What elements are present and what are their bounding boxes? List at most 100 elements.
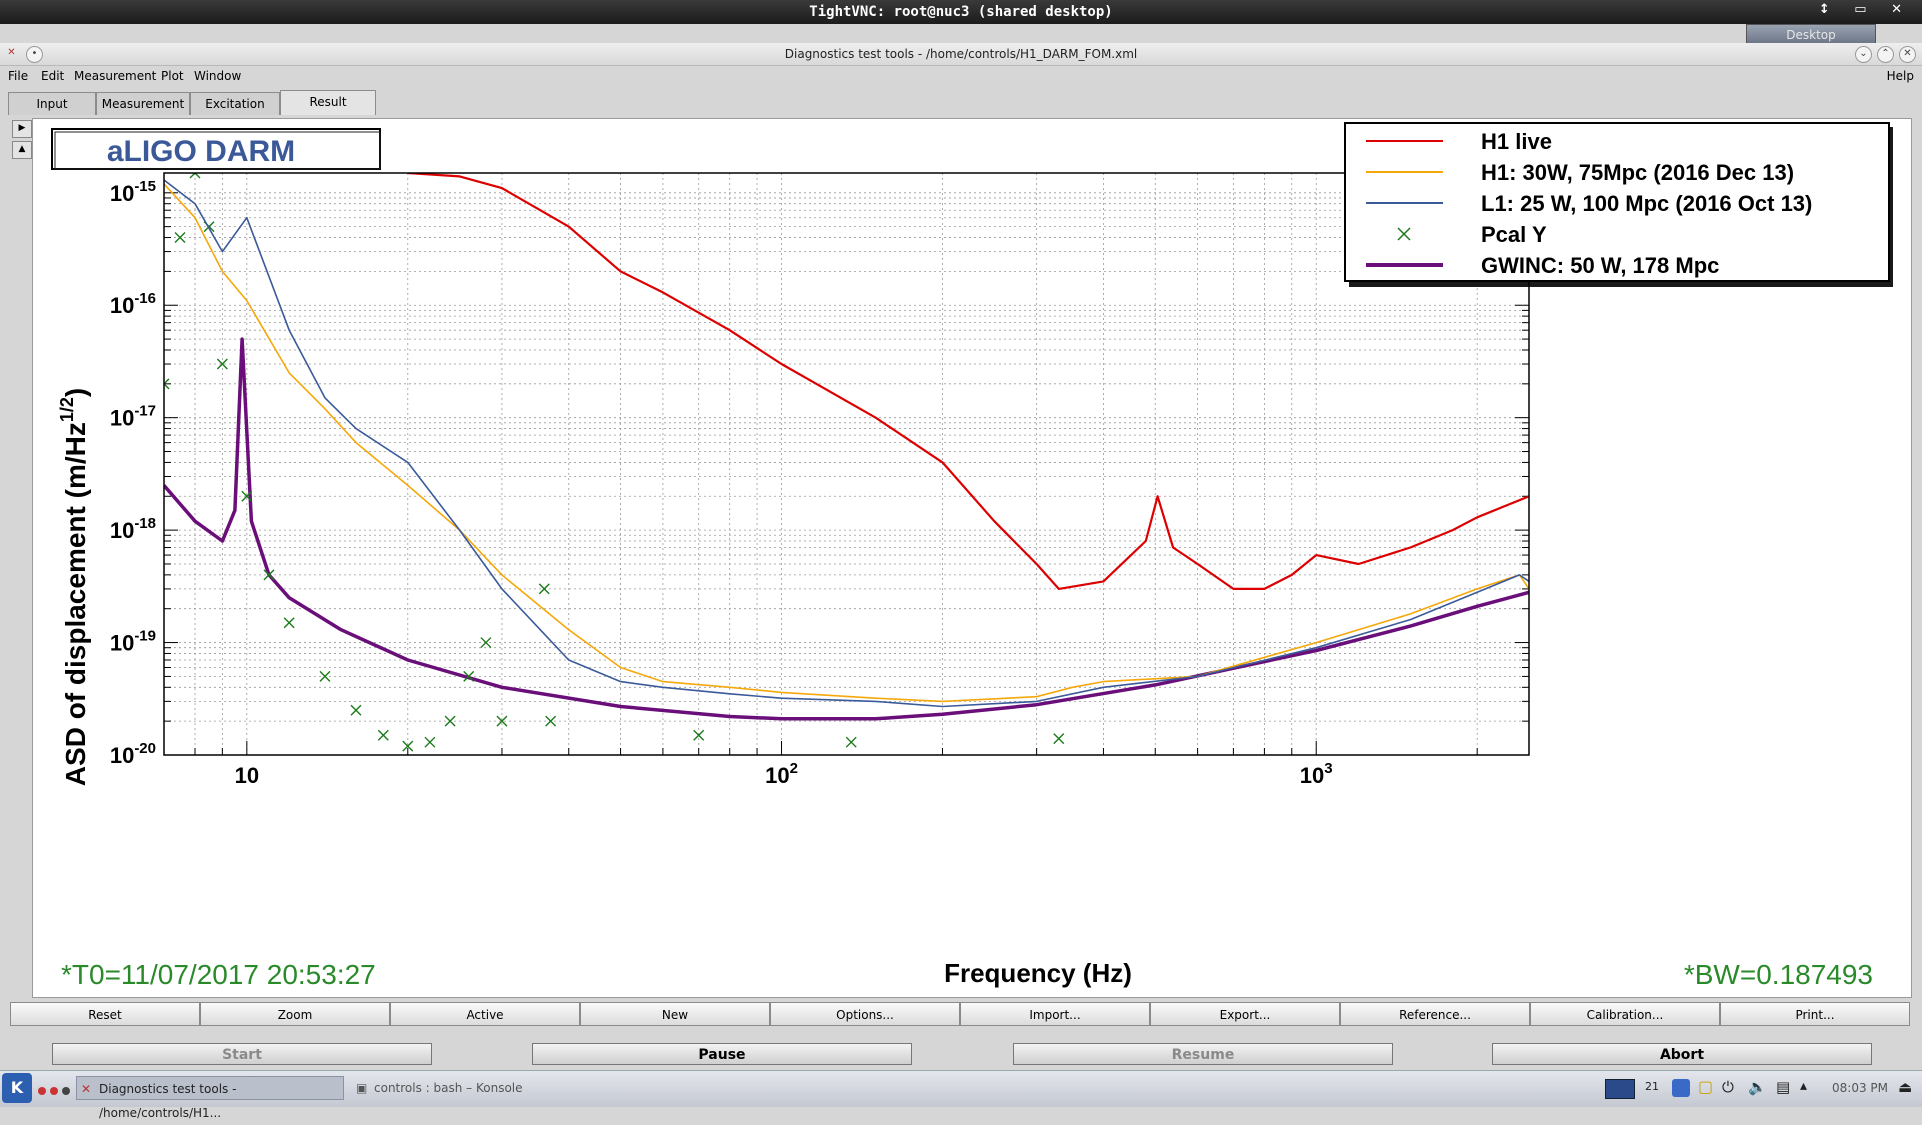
- menu-measurement[interactable]: Measurement: [74, 69, 157, 83]
- x-tick-label: 10: [235, 763, 259, 788]
- pcal-marker: [263, 569, 275, 581]
- legend-entry: Pcal Y: [1481, 222, 1547, 247]
- pcal-marker: [845, 736, 857, 748]
- start-button[interactable]: Start: [52, 1043, 432, 1065]
- kde-menu-icon[interactable]: K: [2, 1073, 32, 1103]
- clipboard-icon[interactable]: ▢: [1698, 1077, 1714, 1096]
- tab-excitation[interactable]: Excitation: [190, 92, 280, 115]
- menu-help[interactable]: Help: [1886, 69, 1914, 83]
- pcal-marker: [444, 715, 456, 727]
- side-scroll-arrows: ▶ ▲: [12, 120, 32, 162]
- y-tick-label: 10-15: [110, 178, 156, 206]
- maximize-icon[interactable]: ⌃: [1877, 46, 1894, 63]
- power-icon[interactable]: ⏻: [1722, 1078, 1734, 1096]
- y-tick-label: 10-20: [110, 740, 156, 768]
- pause-button[interactable]: Pause: [532, 1043, 912, 1065]
- series-gwinc-50-w-178-mpc: [164, 337, 1529, 721]
- app-title-bar: ✕ • Diagnostics test tools - /home/contr…: [0, 43, 1922, 66]
- devices-icon[interactable]: ▤: [1776, 1078, 1791, 1096]
- pcal-marker: [480, 637, 492, 649]
- lock-icon[interactable]: ⏏: [1898, 1078, 1913, 1096]
- menu-bar: File Edit Measurement Plot Window Help: [0, 66, 1922, 88]
- new-button[interactable]: New: [580, 1002, 770, 1026]
- volume-icon[interactable]: 🔈: [1748, 1078, 1767, 1096]
- resume-button[interactable]: Resume: [1013, 1043, 1393, 1065]
- calendar-day[interactable]: 21: [1645, 1080, 1659, 1093]
- pcal-marker: [538, 583, 550, 595]
- minimize-icon[interactable]: ⌄: [1855, 46, 1872, 63]
- close-icon[interactable]: ✕: [1899, 46, 1916, 63]
- tab-result[interactable]: Result: [280, 90, 376, 115]
- vnc-window-controls[interactable]: ↕ ▭ ✕: [1818, 2, 1912, 17]
- window-dots-icon[interactable]: [38, 1084, 70, 1098]
- legend-entry: GWINC: 50 W, 178 Mpc: [1481, 253, 1719, 278]
- display-icon[interactable]: [1605, 1079, 1635, 1099]
- tab-input[interactable]: Input: [8, 92, 96, 115]
- series-layer: [164, 173, 1529, 752]
- plot-canvas[interactable]: 10 102 103 10-15 10-16 10-17 10-18 10-19 10-20 …: [32, 118, 1912, 998]
- arrow-up-icon[interactable]: ▲: [12, 141, 32, 159]
- vnc-title: TightVNC: root@nuc3 (shared desktop): [809, 4, 1113, 20]
- reference-button[interactable]: Reference...: [1340, 1002, 1530, 1026]
- y-tick-labels: 10-15 10-16 10-17 10-18 10-19 10-20: [110, 178, 156, 768]
- vnc-title-bar: TightVNC: root@nuc3 (shared desktop) ↕ ▭…: [0, 0, 1922, 24]
- grid-layer: [163, 173, 1529, 756]
- legend-entry: H1 live: [1481, 129, 1552, 154]
- calibration-button[interactable]: Calibration...: [1530, 1002, 1720, 1026]
- pcal-marker: [1053, 733, 1065, 745]
- pcal-marker: [463, 670, 475, 682]
- print-button[interactable]: Print...: [1720, 1002, 1910, 1026]
- menu-plot[interactable]: Plot: [161, 69, 184, 83]
- pcal-marker: [545, 715, 557, 727]
- plot-title: aLIGO DARM: [107, 135, 295, 168]
- series-pcal-y: [164, 173, 1065, 752]
- menu-edit[interactable]: Edit: [41, 69, 65, 83]
- tray-arrow-icon[interactable]: ▴: [1800, 1078, 1808, 1094]
- pcal-marker: [402, 740, 414, 752]
- export-button[interactable]: Export...: [1150, 1002, 1340, 1026]
- arrow-right-icon[interactable]: ▶: [12, 120, 32, 138]
- menu-file[interactable]: File: [8, 69, 29, 83]
- bw-annotation: *BW=0.187493: [1684, 959, 1873, 990]
- task-konsole[interactable]: ▣ controls : bash – Konsole: [352, 1076, 572, 1100]
- options-button[interactable]: Options...: [770, 1002, 960, 1026]
- abort-button[interactable]: Abort: [1492, 1043, 1872, 1065]
- reset-button[interactable]: Reset: [10, 1002, 200, 1026]
- terminal-icon: ▣: [356, 1081, 368, 1095]
- y-tick-label: 10-19: [110, 628, 156, 656]
- menu-circle-icon[interactable]: •: [26, 46, 43, 63]
- pcal-marker: [319, 670, 331, 682]
- darm-plot[interactable]: 10 102 103 10-1510-1610-1710-1810-1910-20 …: [33, 119, 1911, 997]
- task-konsole-label: controls : bash – Konsole: [374, 1081, 523, 1095]
- plot-frame: [163, 172, 1530, 756]
- import-button[interactable]: Import...: [960, 1002, 1150, 1026]
- task-diagnostics[interactable]: ✕ Diagnostics test tools - /home/control…: [76, 1076, 344, 1120]
- legend-marker: [1397, 227, 1411, 241]
- pcal-marker: [496, 715, 508, 727]
- title-box: aLIGO DARM: [51, 128, 381, 170]
- x-axis-label: Frequency (Hz): [944, 958, 1132, 988]
- pcal-marker: [283, 617, 295, 629]
- app-title: Diagnostics test tools - /home/controls/…: [784, 47, 1138, 61]
- x-tick-label: 103: [1300, 760, 1333, 788]
- legend-entry: L1: 25 W, 100 Mpc (2016 Oct 13): [1481, 191, 1812, 216]
- task-diagnostics-label: Diagnostics test tools - /home/controls/…: [99, 1082, 237, 1120]
- series-h1-30w-75mpc-2016-dec-13: [164, 183, 1529, 703]
- pcal-marker: [350, 704, 362, 716]
- series-h1-live: [407, 173, 1529, 590]
- app-x-icon[interactable]: ✕: [7, 47, 16, 58]
- tab-measurement[interactable]: Measurement: [96, 92, 190, 115]
- clock: 08:03 PM: [1832, 1081, 1888, 1095]
- pcal-marker: [241, 490, 253, 502]
- y-tick-label: 10-16: [110, 290, 156, 318]
- pcal-marker: [174, 232, 186, 244]
- menu-window[interactable]: Window: [194, 69, 242, 83]
- legend: H1 live H1: 30W, 75Mpc (2016 Dec 13) L1: 2…: [1344, 122, 1893, 287]
- desktop-button[interactable]: Desktop: [1746, 24, 1876, 44]
- pcal-marker: [189, 173, 201, 179]
- series-l1-25-w-100-mpc-2016-oct-13: [164, 179, 1529, 708]
- network-icon[interactable]: [1672, 1079, 1690, 1097]
- active-button[interactable]: Active: [390, 1002, 580, 1026]
- zoom-button[interactable]: Zoom: [200, 1002, 390, 1026]
- taskbar: K ✕ Diagnostics test tools - /home/contr…: [0, 1070, 1922, 1120]
